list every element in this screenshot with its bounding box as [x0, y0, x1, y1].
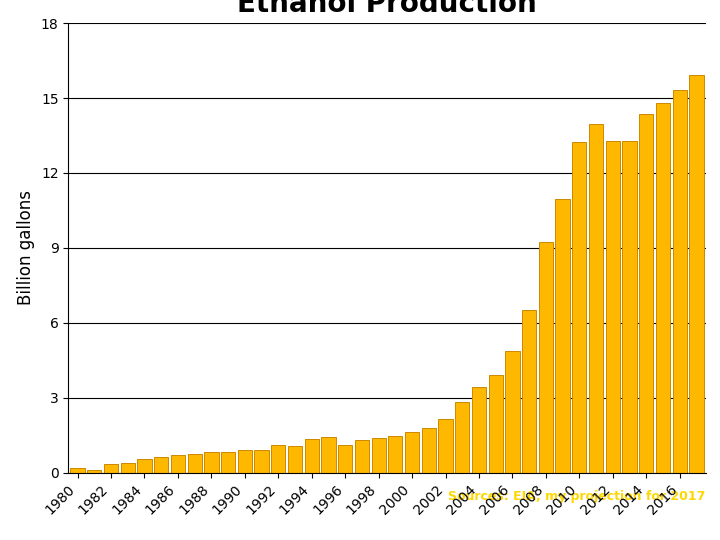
Text: Iowa State University: Iowa State University — [14, 490, 248, 508]
Bar — [254, 450, 269, 472]
Text: Ag Decision Maker: Ag Decision Maker — [529, 523, 706, 539]
Title: Ethanol Production: Ethanol Production — [237, 0, 537, 18]
Bar — [221, 451, 235, 472]
Bar — [271, 445, 285, 472]
Bar — [87, 470, 102, 472]
Bar — [639, 114, 653, 472]
Bar — [455, 402, 469, 472]
Bar — [489, 375, 503, 472]
Bar — [71, 468, 85, 472]
Bar — [556, 199, 570, 472]
Bar — [572, 142, 586, 472]
Bar — [121, 463, 135, 472]
Bar — [606, 140, 620, 472]
Bar — [656, 103, 670, 472]
Bar — [388, 436, 402, 472]
Bar — [589, 124, 603, 472]
Bar — [405, 432, 419, 472]
Bar — [672, 90, 687, 472]
Bar — [472, 387, 486, 472]
Bar — [138, 459, 152, 472]
Y-axis label: Billion gallons: Billion gallons — [17, 191, 35, 305]
Bar — [422, 428, 436, 472]
Bar — [238, 450, 252, 472]
Bar — [188, 454, 202, 472]
Text: Extension and Outreach/Department of Economics: Extension and Outreach/Department of Eco… — [14, 523, 314, 536]
Bar — [355, 440, 369, 472]
Bar — [539, 242, 553, 472]
Bar — [505, 351, 520, 472]
Bar — [321, 437, 336, 472]
Bar — [171, 455, 185, 472]
Bar — [338, 444, 352, 472]
Bar — [622, 140, 636, 472]
Text: Sources: EIA, my projection for 2017: Sources: EIA, my projection for 2017 — [449, 490, 706, 503]
Bar — [689, 75, 703, 472]
Bar — [288, 446, 302, 472]
Bar — [305, 439, 319, 472]
Bar — [372, 437, 386, 472]
Bar — [154, 457, 168, 472]
Bar — [438, 420, 453, 472]
Bar — [104, 464, 118, 472]
Bar — [204, 451, 218, 472]
Bar — [522, 310, 536, 472]
